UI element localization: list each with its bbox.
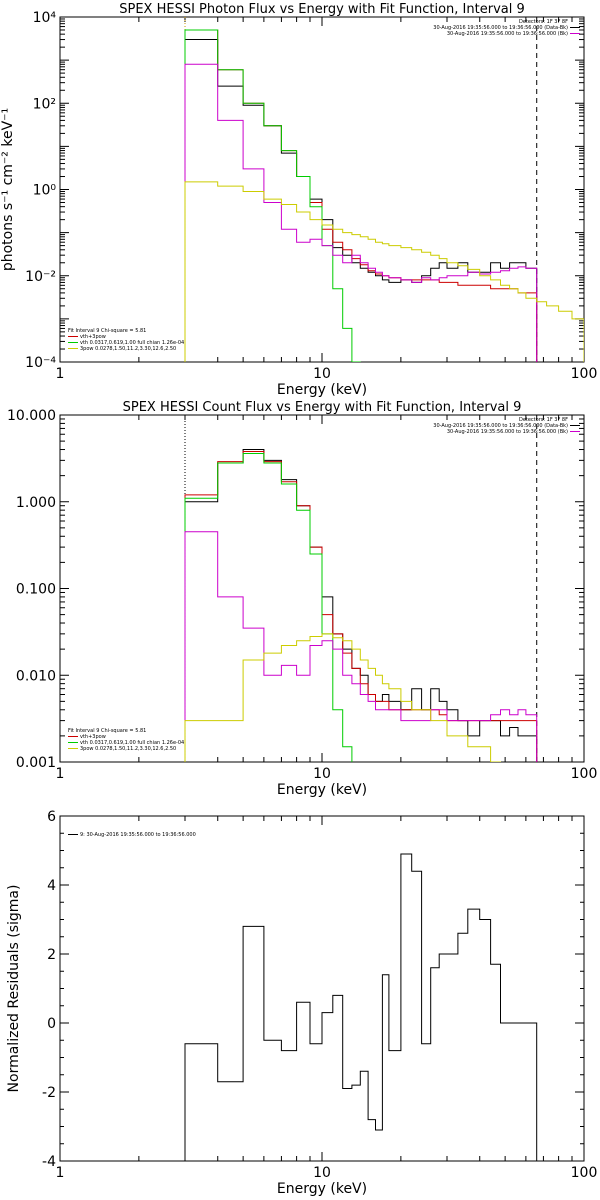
y-tick-label: 2: [47, 947, 56, 963]
plot-frame: [59, 815, 585, 1162]
y-tick-label: 10⁻⁴: [25, 355, 56, 371]
y-tick-label: 6: [47, 809, 56, 825]
x-axis-label: Energy (keV): [277, 782, 367, 798]
x-tick-label: 10: [313, 766, 331, 782]
y-tick-label: 10.000: [7, 408, 56, 424]
series-line-2: [184, 29, 538, 362]
legend-right-entry: Detectors: 1F 3F 8F: [519, 19, 568, 25]
series-line-3: [184, 453, 353, 762]
y-tick-label: 0: [47, 1016, 56, 1032]
y-tick-label: 10²: [33, 96, 56, 112]
x-tick-label: 10: [313, 1165, 331, 1181]
chart-panel-2: 1 10 100 0.001 0.010 0.100 1.000 10.000 SPEX HES…: [7, 400, 597, 798]
legend-left-entry: vth+3pow: [80, 734, 106, 740]
data-layer: [184, 17, 584, 362]
y-tick-label: 0.100: [16, 582, 56, 598]
series-line-4: [184, 63, 538, 362]
data-layer: [184, 853, 538, 1161]
legend-left-entry: Fit Interval 9 Chi-square = 5.81: [68, 728, 146, 734]
x-tick-label: 100: [571, 1165, 598, 1181]
legend-right-entry: 30-Aug-2016 19:35:56.000 to 19:36:56.000…: [447, 31, 568, 37]
y-tick-label: 4: [47, 878, 56, 894]
chart-panel-1: 1 10 100 10⁻⁴ 10⁻² 10⁰ 10² 10⁴ SPEX HESSI Photon…: [0, 2, 598, 398]
y-tick-label: -2: [42, 1085, 56, 1101]
legend-left-entry: vth 0.0317,0.619,1.00 full chian 1.26e-0…: [80, 740, 184, 746]
chart-title: SPEX HESSI Count Flux vs Energy with Fit…: [123, 400, 522, 415]
y-tick-label: 10⁻²: [25, 269, 56, 285]
legend-left-entry: vth+3pow: [80, 334, 106, 340]
legend-left-entry: 3pow 0.0278,1.50,11.2,3.30,12.6,2.50: [80, 746, 176, 752]
y-tick-label: 0.001: [16, 755, 56, 771]
series-line-1: [184, 449, 538, 762]
legend-left-entry: 9: 30-Aug-2016 19:35:56.000 to 19:36:56.…: [80, 832, 196, 838]
chart-panel-3: 1 10 100 -4 -2 0 2 4 6 Energy (keV) Normalized Res…: [6, 809, 597, 1197]
series-line-5: [184, 633, 501, 762]
series-line-1: [184, 39, 538, 362]
legend-right-entry: 30-Aug-2016 19:35:56.000 to 19:36:56.000…: [433, 25, 568, 31]
y-tick-label: -4: [42, 1154, 56, 1170]
series-line-4: [184, 531, 538, 762]
legend-left-entry: vth 0.0317,0.619,1.00 full chian 1.26e-0…: [80, 340, 184, 346]
y-tick-label: 0.010: [16, 668, 56, 684]
plot-frame: [59, 16, 585, 363]
series-line-1: [184, 853, 538, 1161]
series-line-3: [184, 29, 361, 362]
legend-right-entry: 30-Aug-2016 19:35:56.000 to 19:36:56.000…: [447, 429, 568, 435]
x-tick-label: 100: [571, 366, 598, 382]
legend-right-entry: Detectors: 1F 3F 8F: [519, 417, 568, 423]
y-tick-label: 10⁰: [33, 183, 57, 199]
y-tick-label: 1.000: [16, 495, 56, 511]
x-tick-label: 1: [56, 366, 65, 382]
legend-right-entry: 30-Aug-2016 19:35:56.000 to 19:36:56.000…: [433, 423, 568, 429]
x-tick-label: 10: [313, 366, 331, 382]
chart-title: SPEX HESSI Photon Flux vs Energy with Fi…: [119, 2, 525, 17]
legend-left-entry: Fit Interval 9 Chi-square = 5.81: [68, 328, 146, 334]
y-axis-label: Normalized Residuals (sigma): [6, 885, 22, 1093]
x-axis-label: Energy (keV): [277, 1181, 367, 1197]
y-axis-label: photons s⁻¹ cm⁻² keV⁻¹: [0, 108, 16, 271]
y-tick-label: 10⁴: [33, 10, 57, 26]
x-tick-label: 1: [56, 766, 65, 782]
series-line-5: [184, 181, 584, 362]
series-line-2: [184, 451, 538, 762]
data-layer: [184, 415, 538, 762]
x-tick-label: 100: [571, 766, 598, 782]
legend-left-entry: 3pow 0.0278,1.50,11.2,3.30,12.6,2.50: [80, 346, 176, 352]
x-tick-label: 1: [56, 1165, 65, 1181]
x-axis-label: Energy (keV): [277, 382, 367, 398]
